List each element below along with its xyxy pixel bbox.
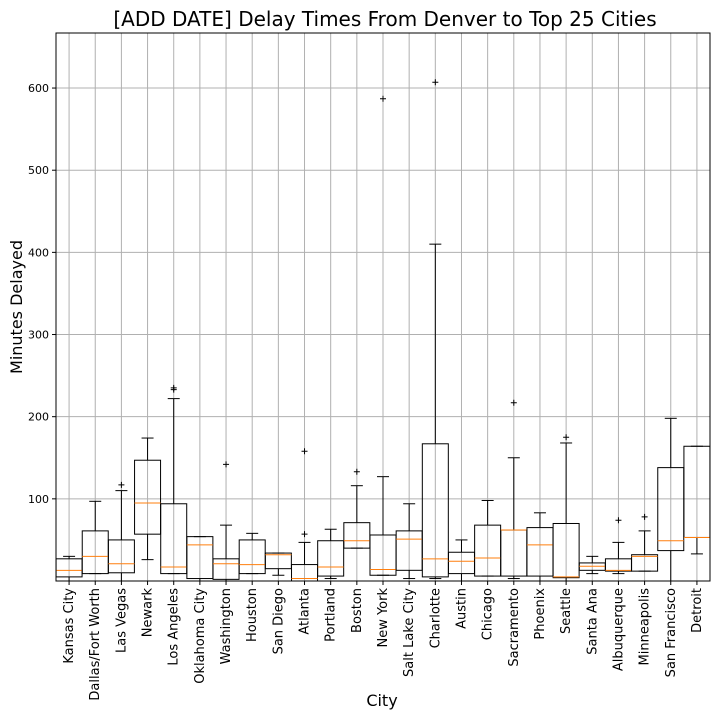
x-tick-label: Los Angeles xyxy=(167,588,182,666)
box-san-diego xyxy=(264,552,292,576)
outlier-point xyxy=(380,95,386,102)
tick-layer: 100 200 300 400 500 600 Kansas City Dallas/Fort… xyxy=(28,82,705,701)
iqr-box xyxy=(186,536,214,580)
x-tick-label: Minneapolis xyxy=(638,588,653,666)
box-portland xyxy=(317,528,345,580)
x-tick-label: Albuquerque xyxy=(611,588,626,671)
y-tick-label: 300 xyxy=(28,329,49,342)
box-new-york xyxy=(369,95,397,576)
x-tick-label: Portland xyxy=(324,588,339,642)
y-axis-title: Minutes Delayed xyxy=(7,240,26,374)
y-tick-label: 600 xyxy=(28,82,49,95)
x-tick-label: Washington xyxy=(219,588,234,664)
y-tick-label: 200 xyxy=(28,411,49,424)
x-axis-title: City xyxy=(366,691,397,710)
x-tick-label: Chicago xyxy=(481,588,496,640)
outlier-point xyxy=(118,481,125,488)
x-tick-label: Boston xyxy=(350,588,365,633)
x-tick-label: Oklahoma City xyxy=(193,588,208,684)
x-tick-label: Seattle xyxy=(559,588,574,634)
outlier-point xyxy=(641,513,648,520)
box-charlotte xyxy=(421,79,449,580)
x-tick-label: Phoenix xyxy=(533,588,548,640)
y-tick-label: 500 xyxy=(28,164,49,177)
x-tick-label: San Diego xyxy=(271,588,286,654)
iqr-box xyxy=(631,554,659,572)
box-minneapolis xyxy=(631,513,659,572)
x-tick-label: Newark xyxy=(141,588,156,638)
x-tick-label: Kansas City xyxy=(62,588,77,664)
x-tick-label: Salt Lake City xyxy=(402,588,417,677)
x-tick-label: San Francisco xyxy=(664,588,679,677)
iqr-box xyxy=(552,522,580,579)
x-tick-label: Sacramento xyxy=(507,588,522,667)
chart-title: [ADD DATE] Delay Times From Denver to To… xyxy=(113,7,656,31)
outlier-point xyxy=(353,468,360,475)
x-tick-label: Santa Ana xyxy=(585,588,600,655)
x-tick-label: Austin xyxy=(454,588,469,629)
x-tick-label: Detroit xyxy=(690,588,705,633)
x-tick-label: Charlotte xyxy=(428,588,443,648)
x-tick-label: Las Vegas xyxy=(114,588,129,653)
outlier-point xyxy=(223,461,230,468)
box-seattle xyxy=(552,434,580,582)
outlier-point xyxy=(301,531,308,538)
outlier-point xyxy=(510,399,517,406)
outlier-point xyxy=(301,448,308,455)
outlier-point xyxy=(615,517,622,524)
iqr-box xyxy=(264,552,292,570)
x-tick-label: Dallas/Fort Worth xyxy=(88,588,103,701)
outlier-point xyxy=(170,384,177,391)
outlier-point xyxy=(432,79,439,86)
outlier-point xyxy=(563,434,570,441)
iqr-box xyxy=(107,539,135,574)
y-tick-label: 400 xyxy=(28,246,49,259)
iqr-box xyxy=(134,459,162,535)
box-newark xyxy=(134,437,162,561)
x-tick-label: Houston xyxy=(245,588,260,642)
iqr-box xyxy=(317,540,345,577)
y-tick-label: 100 xyxy=(28,493,49,506)
x-tick-label: New York xyxy=(376,588,391,648)
x-tick-label: Atlanta xyxy=(298,588,313,635)
iqr-box xyxy=(421,443,449,578)
